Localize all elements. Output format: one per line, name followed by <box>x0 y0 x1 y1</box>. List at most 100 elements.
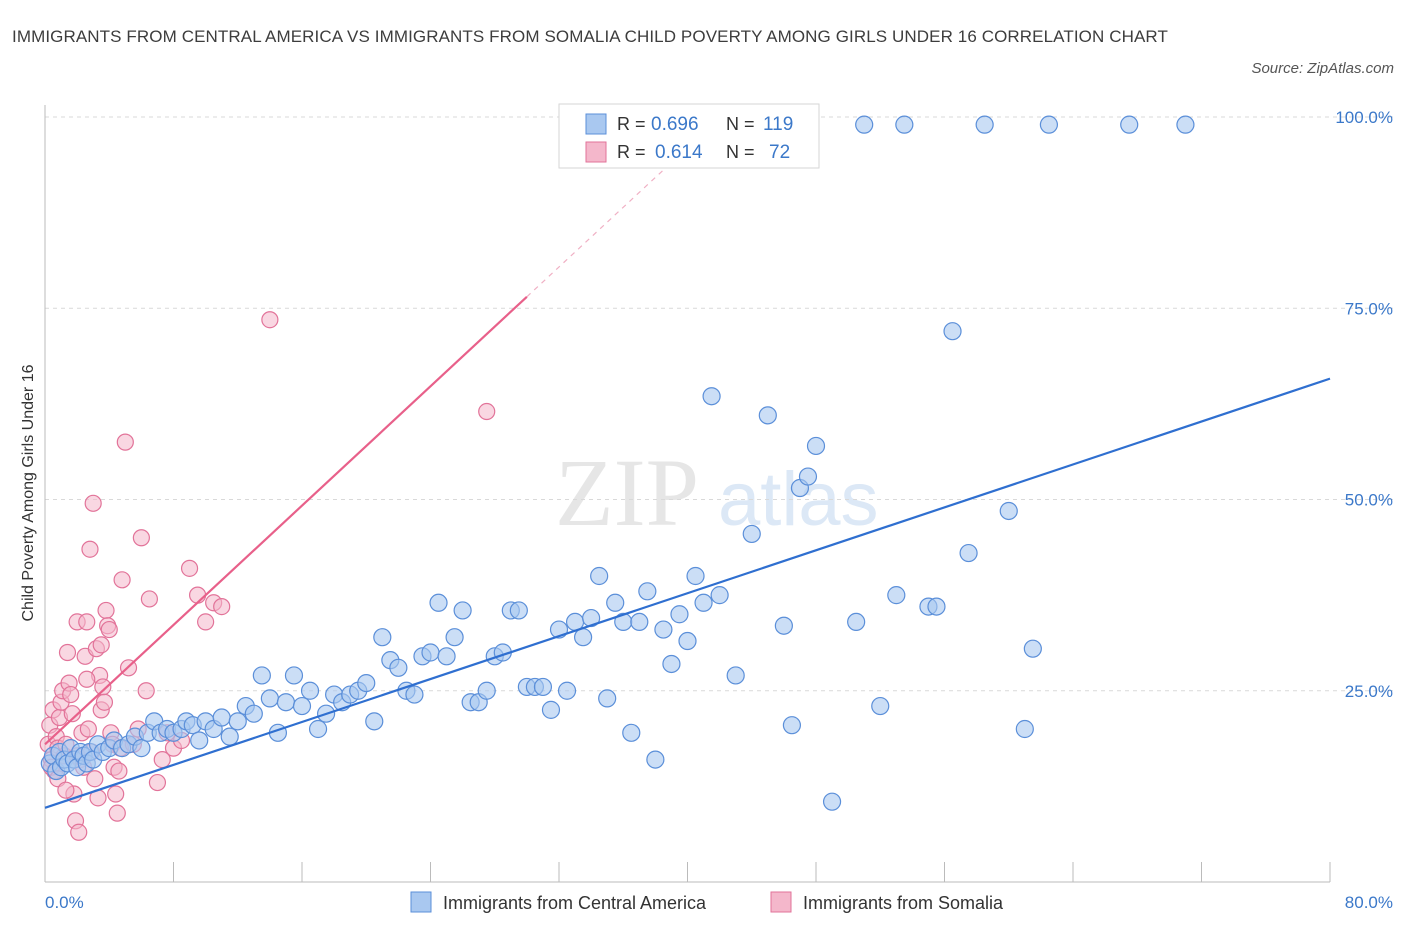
point-somalia <box>261 311 279 329</box>
trend-line-central-america <box>44 377 1331 809</box>
point-somalia <box>79 720 97 738</box>
point-central-america <box>541 700 561 719</box>
legend-swatch-somalia <box>770 891 792 913</box>
point-central-america <box>670 605 689 624</box>
stats-r-label-blue: R = <box>617 114 646 134</box>
point-central-america <box>782 716 802 735</box>
watermark-zip: ZIP <box>555 439 699 546</box>
point-somalia <box>113 571 131 589</box>
point-somalia <box>63 705 81 723</box>
point-somalia <box>180 559 199 577</box>
point-central-america <box>895 115 914 134</box>
legend-label-central-america: Immigrants from Central America <box>443 893 707 913</box>
point-central-america <box>357 673 376 693</box>
point-central-america <box>276 693 296 712</box>
point-somalia <box>78 670 96 688</box>
point-somalia <box>100 620 118 639</box>
point-central-america <box>726 666 745 685</box>
point-central-america <box>871 696 890 716</box>
point-somalia <box>137 682 155 700</box>
point-central-america <box>429 593 448 612</box>
point-central-america <box>300 681 320 700</box>
point-central-america <box>1023 639 1042 658</box>
source-label: Source: ZipAtlas.com <box>1251 60 1394 77</box>
point-central-america <box>477 681 496 700</box>
point-central-america <box>999 501 1018 521</box>
point-central-america <box>590 566 609 586</box>
point-somalia <box>95 693 114 711</box>
point-central-america <box>798 467 818 486</box>
point-central-america <box>405 685 424 704</box>
point-central-america <box>622 723 641 742</box>
point-central-america <box>582 608 601 628</box>
chart-title: IMMIGRANTS FROM CENTRAL AMERICA VS IMMIG… <box>12 27 1168 46</box>
point-somalia <box>70 823 88 841</box>
point-somalia <box>97 601 115 620</box>
x-tick-label-min: 0.0% <box>45 893 84 912</box>
y-axis-label: Child Poverty Among Girls Under 16 <box>20 364 37 621</box>
point-central-america <box>244 704 263 723</box>
point-central-america <box>694 593 713 612</box>
point-central-america <box>887 586 906 605</box>
point-central-america <box>638 582 657 601</box>
trend-lines <box>44 169 1331 809</box>
point-central-america <box>308 719 328 739</box>
stats-swatch-pink <box>585 141 607 163</box>
stats-n-value-blue: 119 <box>763 114 793 135</box>
y-tick-label: 100.0% <box>1335 108 1393 127</box>
point-central-america <box>702 387 721 406</box>
point-central-america <box>573 628 593 647</box>
point-central-america <box>292 696 312 716</box>
stats-legend: R = 0.696 N = 119 R = 0.614 N = 72 <box>558 103 820 169</box>
point-central-america <box>365 712 384 731</box>
gridlines <box>45 116 1393 692</box>
point-central-america <box>260 689 279 708</box>
point-somalia <box>78 613 96 631</box>
point-central-america <box>453 601 472 620</box>
stats-r-value-blue: 0.696 <box>651 114 699 135</box>
stats-n-label-pink: N = <box>726 142 755 162</box>
legend-label-somalia: Immigrants from Somalia <box>803 893 1004 913</box>
y-tick-label: 50.0% <box>1345 491 1393 510</box>
stats-n-label-blue: N = <box>726 114 755 134</box>
point-somalia <box>140 590 159 608</box>
point-central-america <box>220 727 239 746</box>
point-central-america <box>598 689 617 708</box>
point-central-america <box>228 712 247 731</box>
point-central-america <box>847 612 866 632</box>
point-central-america <box>437 647 456 666</box>
point-central-america <box>421 643 440 662</box>
x-axis-ticks <box>173 862 1331 882</box>
point-somalia <box>197 613 215 631</box>
series-legend: Immigrants from Central America Immigran… <box>410 891 1004 913</box>
point-central-america <box>943 322 962 341</box>
point-central-america <box>389 658 408 677</box>
point-central-america <box>132 739 151 758</box>
point-somalia <box>92 636 110 654</box>
trend-line-somalia-extension <box>526 169 664 298</box>
point-central-america <box>806 436 826 456</box>
point-central-america <box>758 406 777 425</box>
point-central-america <box>1015 719 1034 739</box>
point-somalia <box>116 433 134 451</box>
point-central-america <box>855 115 874 134</box>
point-central-america <box>678 631 697 651</box>
point-somalia <box>84 494 102 512</box>
point-central-america <box>284 666 304 685</box>
point-somalia <box>188 586 207 604</box>
point-central-america <box>959 543 978 563</box>
y-tick-label: 75.0% <box>1345 299 1393 318</box>
point-central-america <box>662 654 681 674</box>
point-somalia <box>94 678 112 696</box>
stats-n-value-pink: 72 <box>769 142 790 163</box>
point-central-america <box>212 708 231 727</box>
point-central-america <box>1176 115 1195 134</box>
point-central-america <box>646 750 665 769</box>
point-central-america <box>927 597 946 616</box>
point-somalia <box>57 781 75 799</box>
point-central-america <box>252 666 271 685</box>
point-central-america <box>445 628 464 647</box>
point-somalia <box>81 540 99 558</box>
point-central-america <box>606 593 625 612</box>
